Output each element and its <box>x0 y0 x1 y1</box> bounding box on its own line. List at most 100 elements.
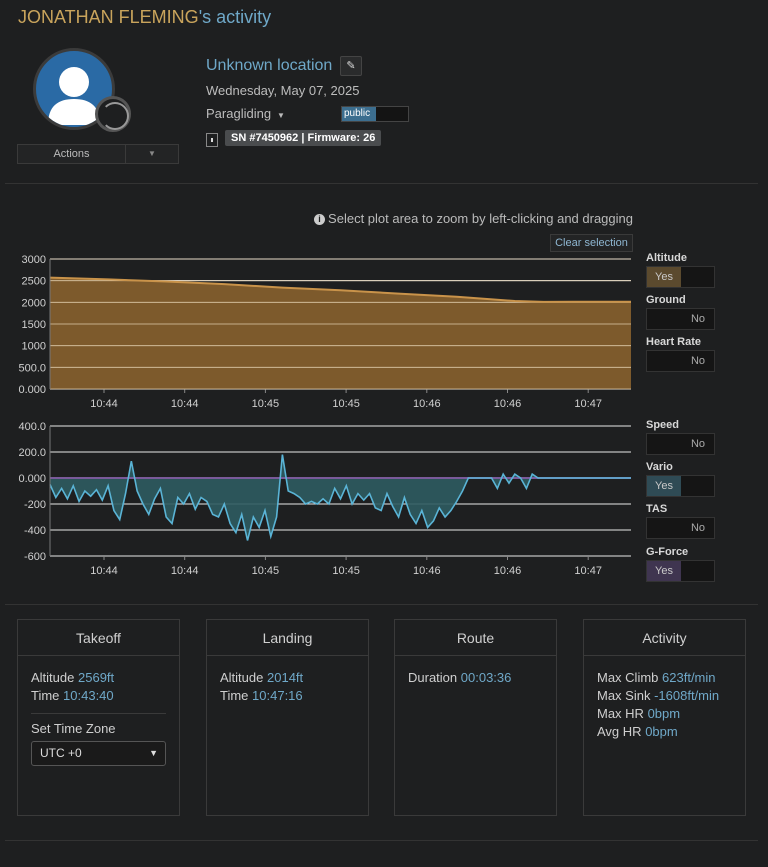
value: 00:03:36 <box>460 670 512 685</box>
avatar[interactable] <box>33 48 115 130</box>
toggle-state: Yes <box>647 476 681 496</box>
toggle-state: Yes <box>647 267 681 287</box>
toggle-tas[interactable]: No <box>646 517 715 539</box>
x-tick-label: 10:46 <box>413 398 441 410</box>
label: Max HR <box>597 706 644 721</box>
value: 2014ft <box>267 670 304 685</box>
toggle-vario[interactable]: Yes <box>646 475 715 497</box>
max-climb: Max Climb 623ft/min <box>597 669 732 687</box>
toggle-label: Ground <box>646 294 686 306</box>
clear-selection-button[interactable]: Clear selection <box>550 234 633 252</box>
x-tick-label: 10:47 <box>574 565 602 577</box>
value: 2569ft <box>78 670 115 685</box>
toggle-ground[interactable]: No <box>646 308 715 330</box>
toggle-label: TAS <box>646 503 668 515</box>
toggle-g-force[interactable]: Yes <box>646 560 715 582</box>
visibility-label: public <box>342 107 376 121</box>
activity-panel: Activity Max Climb 623ft/min Max Sink -1… <box>583 619 746 816</box>
toggle-label: Altitude <box>646 252 687 264</box>
panel-title: Landing <box>207 620 368 656</box>
y-tick-label: 1000 <box>22 341 46 353</box>
device-badge: SN #7450962 | Firmware: 26 <box>225 130 382 146</box>
divider <box>5 840 758 841</box>
loading-spinner-icon <box>95 96 131 132</box>
y-tick-label: 400.0 <box>18 421 46 433</box>
avg-hr: Avg HR 0bpm <box>597 723 732 741</box>
y-tick-label: 1500 <box>22 319 46 331</box>
user-silhouette-icon <box>48 67 100 125</box>
x-tick-label: 10:45 <box>332 565 360 577</box>
value: 10:47:16 <box>252 688 303 703</box>
takeoff-altitude: Altitude 2569ft <box>31 669 166 687</box>
x-tick-label: 10:45 <box>252 565 280 577</box>
x-tick-label: 10:44 <box>171 398 199 410</box>
timezone-value: UTC +0 <box>40 746 82 760</box>
chevron-down-icon: ▼ <box>277 111 285 120</box>
x-tick-label: 10:44 <box>90 565 118 577</box>
toggle-altitude[interactable]: Yes <box>646 266 715 288</box>
plot-hint-text: Select plot area to zoom by left-clickin… <box>328 211 633 226</box>
timezone-select[interactable]: UTC +0 ▼ <box>31 741 166 766</box>
toggle-heart-rate[interactable]: No <box>646 350 715 372</box>
timezone-label: Set Time Zone <box>31 721 116 736</box>
max-hr: Max HR 0bpm <box>597 705 732 723</box>
toggle-state: No <box>690 522 706 534</box>
max-sink: Max Sink -1608ft/min <box>597 687 732 705</box>
vario-chart[interactable]: 400.0 200.0 0.000 -200 -400 -600 10:44 10:44 10:… <box>0 418 640 580</box>
actions-label: Actions <box>18 145 126 163</box>
toggle-label: Heart Rate <box>646 336 702 348</box>
label: Max Sink <box>597 688 651 703</box>
label: Avg HR <box>597 724 642 739</box>
sport-selector[interactable]: Paragliding ▼ <box>206 106 285 121</box>
plot-hint: i Select plot area to zoom by left-clicki… <box>314 211 633 226</box>
divider <box>5 604 758 605</box>
value: 0bpm <box>645 724 678 739</box>
x-tick-label: 10:44 <box>171 565 199 577</box>
info-icon: i <box>314 214 326 225</box>
visibility-toggle[interactable]: public <box>341 106 409 122</box>
toggle-state: Yes <box>647 561 681 581</box>
location-title: Unknown location <box>206 57 333 74</box>
toggle-label: G-Force <box>646 546 689 558</box>
takeoff-time: Time 10:43:40 <box>31 687 166 705</box>
x-tick-label: 10:45 <box>332 398 360 410</box>
actions-dropdown[interactable]: Actions ▼ <box>17 144 179 164</box>
takeoff-panel: Takeoff Altitude 2569ft Time 10:43:40 Se… <box>17 619 180 816</box>
edit-location-button[interactable]: ✎ <box>340 56 362 76</box>
toggle-label: Vario <box>646 461 673 473</box>
x-tick-label: 10:46 <box>494 398 522 410</box>
label: Time <box>31 688 60 703</box>
altitude-area <box>50 277 631 389</box>
label: Duration <box>408 670 458 685</box>
y-tick-label: 500.0 <box>18 362 46 374</box>
x-tick-label: 10:46 <box>413 565 441 577</box>
panel-title: Route <box>395 620 556 656</box>
x-tick-label: 10:46 <box>494 565 522 577</box>
toggle-state: No <box>690 438 706 450</box>
x-tick-label: 10:47 <box>574 398 602 410</box>
value: -1608ft/min <box>654 688 720 703</box>
chevron-down-icon: ▼ <box>148 149 156 158</box>
value: 10:43:40 <box>63 688 114 703</box>
toggle-state: No <box>690 313 706 325</box>
page-title: JONATHAN FLEMING's activity <box>18 7 271 28</box>
device-icon <box>206 133 218 147</box>
toggle-speed[interactable]: No <box>646 433 715 455</box>
divider <box>31 713 166 714</box>
route-duration: Duration 00:03:36 <box>408 669 543 687</box>
altitude-chart[interactable]: 3000 2500 2000 1500 1000 500.0 0.000 10:44 10:44… <box>0 250 640 415</box>
chevron-down-icon: ▼ <box>149 748 158 758</box>
value: 0bpm <box>647 706 681 721</box>
landing-panel: Landing Altitude 2014ft Time 10:47:16 <box>206 619 369 816</box>
y-tick-label: 3000 <box>22 254 46 266</box>
label: Max Climb <box>597 670 659 685</box>
panel-title: Activity <box>584 620 745 656</box>
label: Altitude <box>220 670 264 685</box>
label: Altitude <box>31 670 75 685</box>
landing-altitude: Altitude 2014ft <box>220 669 355 687</box>
y-tick-label: -400 <box>24 525 46 537</box>
activity-date: Wednesday, May 07, 2025 <box>206 83 360 98</box>
x-tick-label: 10:44 <box>90 398 118 410</box>
x-tick-label: 10:45 <box>252 398 280 410</box>
y-tick-label: -600 <box>24 551 46 563</box>
